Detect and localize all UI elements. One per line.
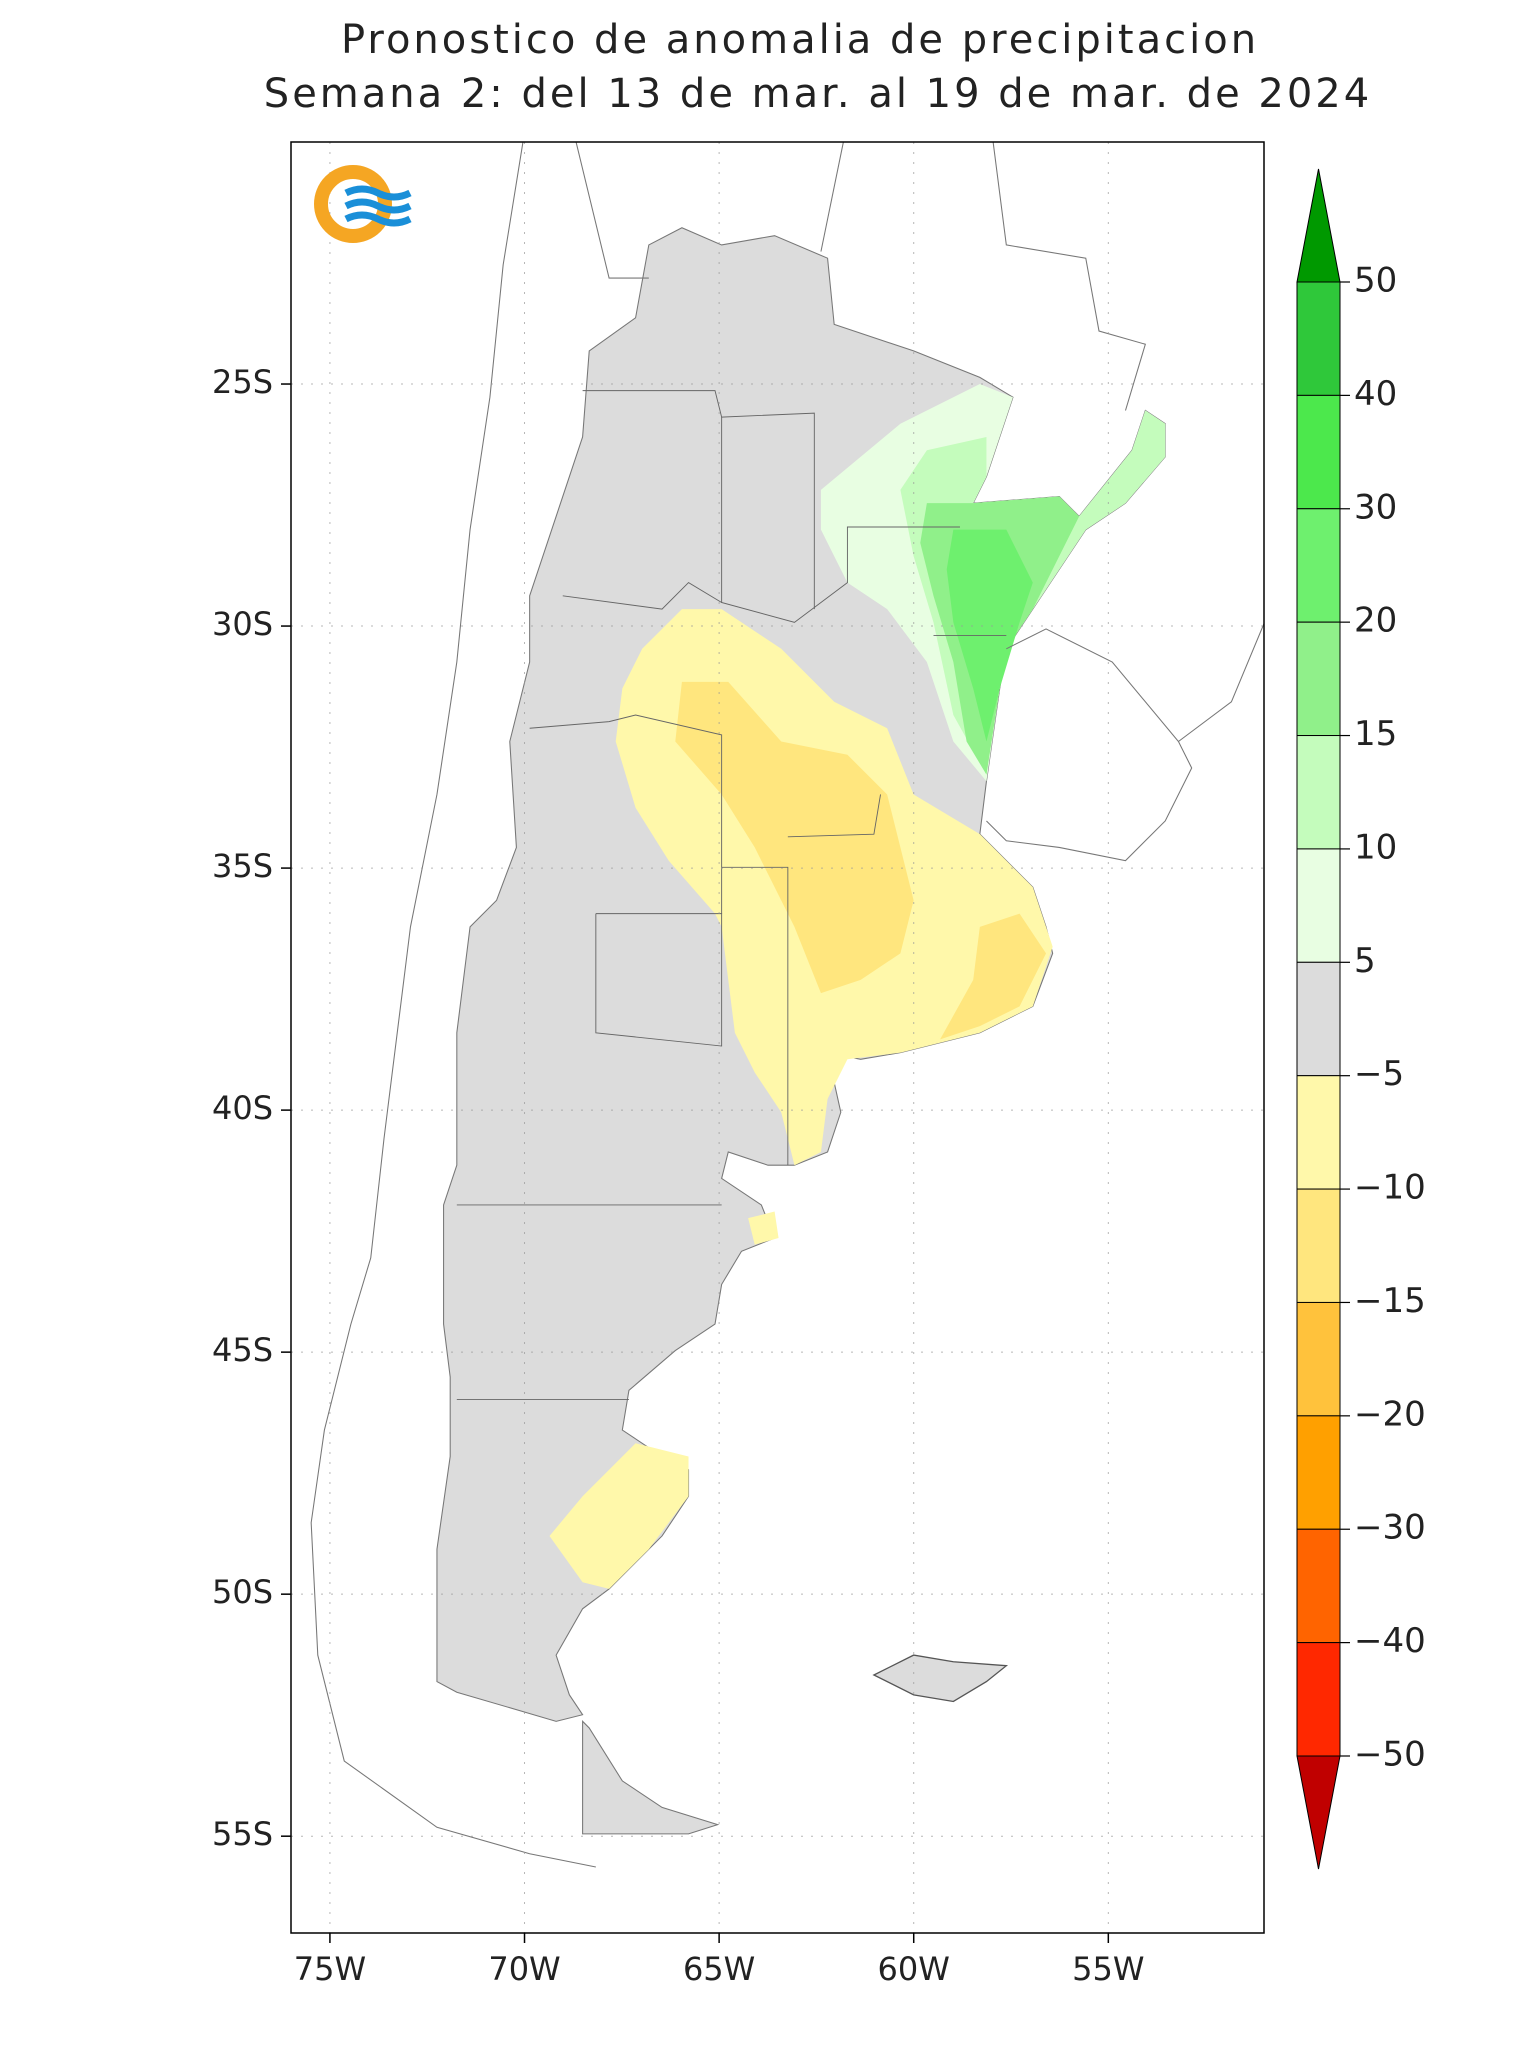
anomaly-light-yellow — [549, 1443, 689, 1589]
map-frame — [290, 141, 1265, 1934]
colorbar-cell — [1296, 281, 1341, 396]
falkland-islands — [872, 1654, 1009, 1703]
colorbar-cell — [1296, 1415, 1341, 1530]
colorbar-bottom-triangle — [1296, 1755, 1341, 1870]
colorbar-label: 5 — [1354, 941, 1376, 981]
logo-waves — [344, 185, 412, 227]
colorbar-label: −50 — [1354, 1735, 1426, 1775]
lon-tick-label: 65W — [683, 1950, 755, 1988]
graticule — [291, 142, 1264, 1933]
colorbar-label: 20 — [1354, 601, 1397, 641]
lat-tick-label: 30S — [212, 605, 273, 643]
lat-tick-label: 55S — [212, 1815, 273, 1853]
colorbar-cell — [1296, 1075, 1341, 1190]
colorbar-cell — [1296, 848, 1341, 963]
lon-tick-label: 55W — [1072, 1950, 1144, 1988]
colorbar-label: 40 — [1354, 374, 1397, 414]
lat-tick-label: 50S — [212, 1573, 273, 1611]
colorbar: 50 40 30 20 15 10 5 −5 −10 −15 −20 −30 −40 −50 — [1296, 168, 1426, 1870]
lon-tick-label: 75W — [294, 1950, 366, 1988]
colorbar-cell — [1296, 1301, 1341, 1417]
colorbar-cell — [1296, 1642, 1341, 1757]
colorbar-label: −30 — [1354, 1508, 1426, 1548]
tierra-del-fuego — [582, 1720, 720, 1835]
logo — [314, 165, 412, 243]
lon-tick-label: 60W — [878, 1950, 950, 1988]
colorbar-label: −10 — [1354, 1168, 1426, 1208]
lat-tick-label: 25S — [212, 363, 273, 401]
colorbar-label: 15 — [1354, 714, 1397, 754]
lon-tick-label: 70W — [488, 1950, 560, 1988]
colorbar-cell — [1296, 1188, 1341, 1303]
colorbar-label: −15 — [1354, 1281, 1426, 1321]
neighbor-borders — [310, 142, 1264, 1868]
lat-tick-label: 35S — [212, 847, 273, 885]
colorbar-label: −5 — [1354, 1054, 1404, 1094]
province-borders — [456, 390, 1007, 1401]
colorbar-label: 50 — [1354, 261, 1397, 301]
colorbar-top-triangle — [1296, 168, 1341, 283]
lat-tick-label: 40S — [212, 1089, 273, 1127]
colorbar-label: −20 — [1354, 1394, 1426, 1434]
colorbar-cell — [1296, 508, 1341, 623]
map-shapes — [310, 142, 1264, 1868]
colorbar-label: 10 — [1354, 827, 1397, 867]
colorbar-label: −40 — [1354, 1621, 1426, 1661]
map-area — [291, 142, 1264, 1933]
anomaly-yellow — [940, 913, 1047, 1040]
logo-ring — [314, 165, 392, 243]
colorbar-cell — [1296, 621, 1341, 737]
anomaly-yellow — [675, 681, 914, 994]
anomaly-light-yellow — [748, 1211, 779, 1245]
colorbar-cell — [1296, 394, 1341, 510]
lat-tick-label: 45S — [212, 1331, 273, 1369]
colorbar-cell — [1296, 1528, 1341, 1644]
title-line-2: Semana 2: del 13 de mar. al 19 de mar. d… — [264, 71, 1372, 117]
colorbar-cell — [1296, 961, 1341, 1077]
colorbar-label: 30 — [1354, 487, 1397, 527]
colorbar-cell — [1296, 735, 1341, 850]
title-line-1: Pronostico de anomalia de precipitacion — [341, 17, 1259, 63]
